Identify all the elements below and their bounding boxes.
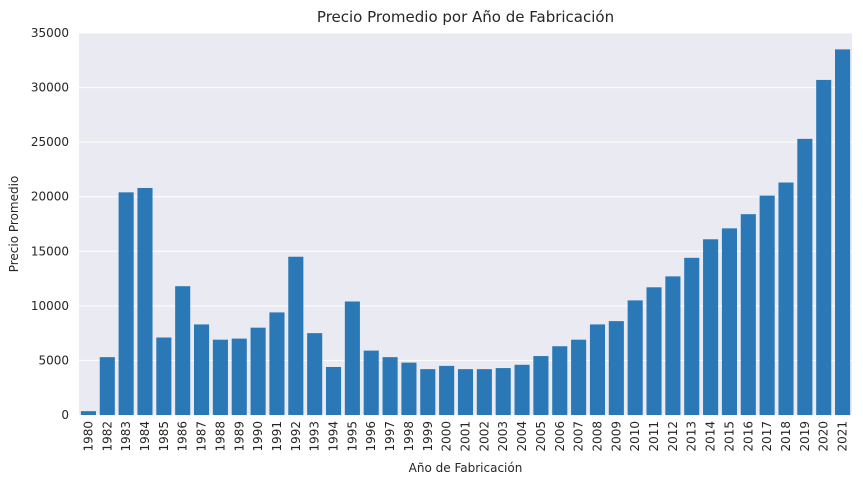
bar-1996	[363, 350, 379, 415]
bar-1995	[344, 301, 360, 415]
bar-2014	[703, 239, 719, 415]
x-tick-label: 2018	[779, 421, 793, 452]
x-tick-label: 2002	[477, 421, 491, 452]
x-tick-label: 1982	[100, 421, 114, 452]
x-tick-label: 1983	[119, 421, 133, 452]
y-tick-label: 0	[61, 408, 69, 422]
x-tick-label: 1985	[157, 421, 171, 452]
bar-2006	[552, 346, 568, 415]
x-axis-label: Año de Fabricación	[409, 461, 523, 475]
x-tick-label: 2004	[515, 421, 529, 452]
bar-2002	[476, 369, 492, 415]
x-tick-label: 2007	[572, 421, 586, 452]
bar-1990	[250, 327, 266, 415]
y-tick-label: 10000	[31, 299, 69, 313]
bar-2009	[608, 321, 624, 415]
bar-2016	[740, 214, 756, 415]
bar-2020	[816, 79, 832, 415]
bar-1998	[401, 362, 417, 415]
x-tick-label: 2010	[628, 421, 642, 452]
y-tick-label: 15000	[31, 244, 69, 258]
x-tick-label: 2019	[798, 421, 812, 452]
y-tick-label: 25000	[31, 135, 69, 149]
bar-2000	[439, 365, 455, 415]
x-axis-ticks: 1980 1982 1983 1984 1985 1986 1987 1988 1989 1990…	[81, 421, 849, 452]
bar-2018	[778, 182, 794, 415]
x-tick-label: 2000	[440, 421, 454, 452]
bar-2011	[646, 287, 662, 415]
bar-2004	[514, 364, 530, 415]
bar-1994	[325, 366, 342, 415]
bar-1989	[231, 338, 247, 415]
x-tick-label: 1996	[364, 421, 378, 452]
bar-2007	[571, 339, 587, 415]
y-axis-ticks: 0 5000 10000 15000 20000 25000 30000 35000	[31, 26, 69, 422]
bar-1985	[156, 337, 172, 415]
x-tick-label: 2005	[534, 421, 548, 452]
x-tick-label: 1986	[176, 421, 190, 452]
x-tick-label: 1984	[138, 421, 152, 452]
x-tick-label: 1994	[327, 421, 341, 452]
y-tick-label: 35000	[31, 26, 69, 40]
x-tick-label: 2020	[817, 421, 831, 452]
x-tick-label: 1999	[421, 421, 435, 452]
bars	[80, 49, 851, 415]
bar-1983	[118, 192, 134, 415]
x-tick-label: 2016	[741, 421, 755, 452]
bar-1992	[288, 256, 304, 415]
x-tick-label: 1993	[308, 421, 322, 452]
x-tick-label: 1980	[81, 421, 95, 452]
x-tick-label: 2017	[760, 421, 774, 452]
bar-2019	[797, 138, 813, 415]
bar-1987	[194, 324, 210, 415]
x-tick-label: 1987	[195, 421, 209, 452]
bar-2012	[665, 276, 681, 415]
bar-1993	[307, 333, 323, 415]
bar-2017	[759, 195, 775, 415]
y-tick-label: 5000	[38, 353, 69, 367]
x-tick-label: 2003	[496, 421, 510, 452]
bar-1984	[137, 187, 153, 415]
chart-title: Precio Promedio por Año de Fabricación	[317, 8, 614, 26]
x-tick-label: 2012	[666, 421, 680, 452]
bar-1988	[212, 339, 228, 415]
x-tick-label: 2021	[836, 421, 850, 452]
bar-1982	[99, 357, 115, 415]
x-tick-label: 1992	[289, 421, 303, 452]
x-tick-label: 1995	[345, 421, 359, 452]
x-tick-label: 2011	[647, 421, 661, 452]
bar-2008	[589, 324, 606, 415]
x-tick-label: 2009	[609, 421, 623, 452]
x-tick-label: 2015	[722, 421, 736, 452]
bar-2013	[684, 257, 700, 415]
x-tick-label: 2006	[553, 421, 567, 452]
x-tick-label: 1991	[270, 421, 284, 452]
x-tick-label: 1997	[383, 421, 397, 452]
x-tick-label: 1988	[213, 421, 227, 452]
bar-1986	[175, 286, 191, 415]
bar-2021	[835, 49, 851, 415]
bar-2003	[495, 368, 511, 415]
y-tick-label: 20000	[31, 190, 69, 204]
bar-1999	[420, 369, 436, 415]
x-tick-label: 1998	[402, 421, 416, 452]
bar-2010	[627, 300, 643, 415]
x-tick-label: 1989	[232, 421, 246, 452]
bar-2005	[533, 356, 549, 415]
bar-2001	[457, 369, 474, 415]
x-tick-label: 2001	[459, 421, 473, 452]
bar-1991	[269, 312, 285, 415]
y-tick-label: 30000	[31, 81, 69, 95]
bar-1980	[80, 411, 96, 415]
x-tick-label: 2014	[704, 421, 718, 452]
x-tick-label: 1990	[251, 421, 265, 452]
bar-1997	[382, 357, 398, 415]
bar-2015	[721, 228, 737, 415]
y-axis-label: Precio Promedio	[7, 176, 21, 273]
x-tick-label: 2013	[685, 421, 699, 452]
x-tick-label: 2008	[590, 421, 604, 452]
